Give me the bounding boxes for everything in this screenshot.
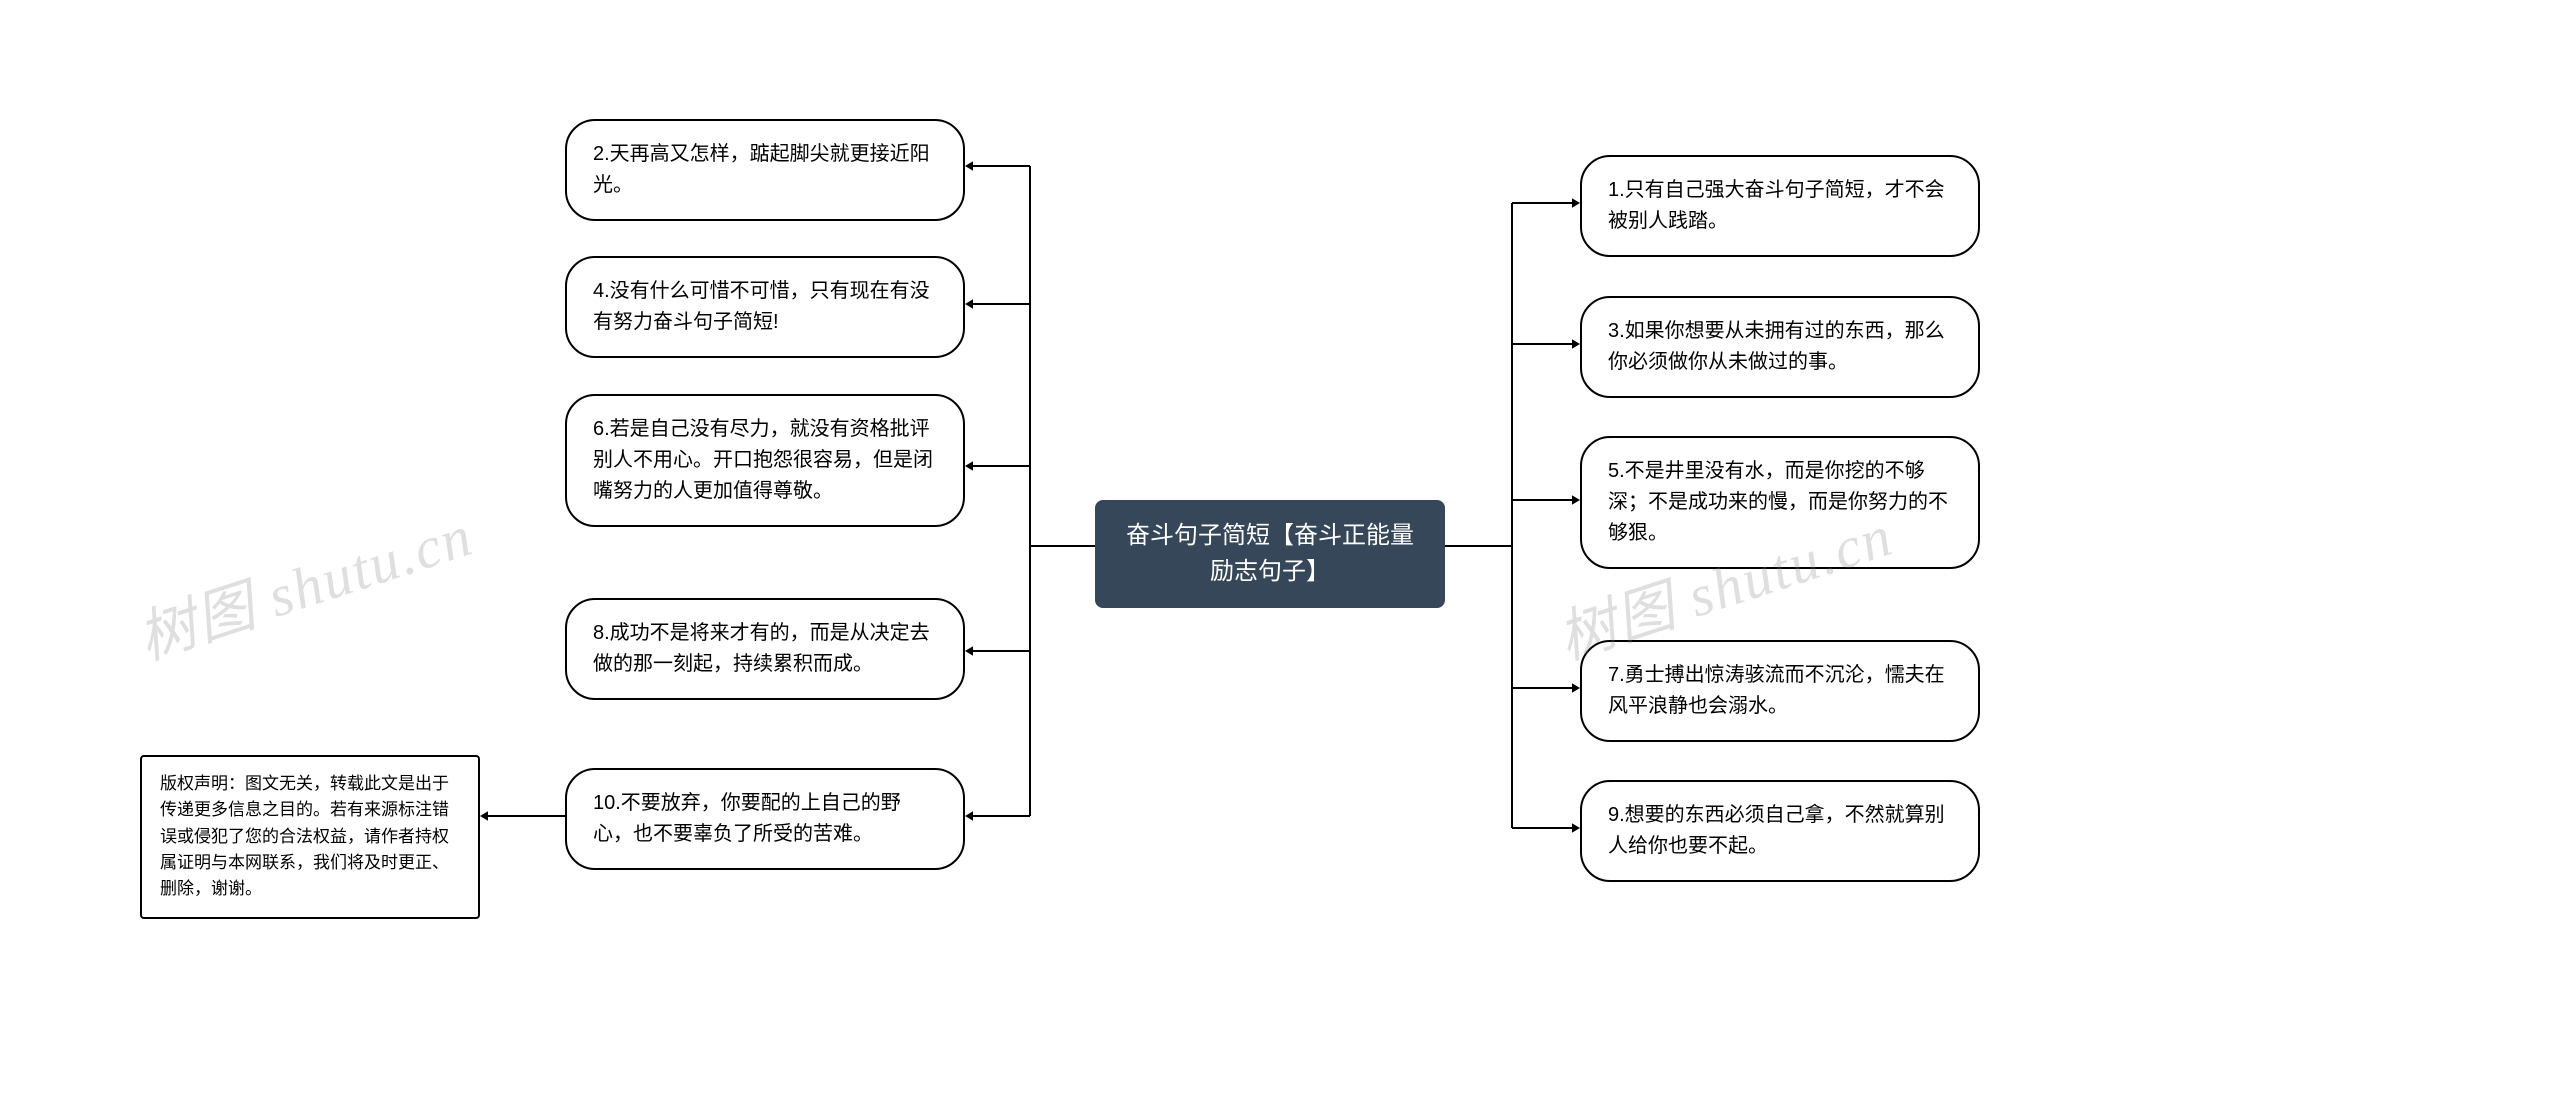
left-node-0: 2.天再高又怎样，踮起脚尖就更接近阳光。 xyxy=(565,119,965,221)
right-node-text-4: 9.想要的东西必须自己拿，不然就算别人给你也要不起。 xyxy=(1608,804,1945,857)
center-text: 奋斗句子简短【奋斗正能量励志句子】 xyxy=(1126,522,1414,585)
right-node-text-2: 5.不是井里没有水，而是你挖的不够深；不是成功来的慢，而是你努力的不够狠。 xyxy=(1608,460,1948,544)
left-node-4: 10.不要放弃，你要配的上自己的野心，也不要辜负了所受的苦难。 xyxy=(565,768,965,870)
right-node-1: 3.如果你想要从未拥有过的东西，那么你必须做你从未做过的事。 xyxy=(1580,296,1980,398)
copyright-leaf: 版权声明：图文无关，转载此文是出于传递更多信息之目的。若有来源标注错误或侵犯了您… xyxy=(140,755,480,919)
left-node-text-4: 10.不要放弃，你要配的上自己的野心，也不要辜负了所受的苦难。 xyxy=(593,792,901,845)
right-node-0: 1.只有自己强大奋斗句子简短，才不会被别人践踏。 xyxy=(1580,155,1980,257)
right-node-text-0: 1.只有自己强大奋斗句子简短，才不会被别人践踏。 xyxy=(1608,179,1945,232)
left-node-text-3: 8.成功不是将来才有的，而是从决定去做的那一刻起，持续累积而成。 xyxy=(593,622,930,675)
center-node: 奋斗句子简短【奋斗正能量励志句子】 xyxy=(1095,500,1445,608)
right-node-3: 7.勇士搏出惊涛骇流而不沉沦，懦夫在风平浪静也会溺水。 xyxy=(1580,640,1980,742)
right-node-text-1: 3.如果你想要从未拥有过的东西，那么你必须做你从未做过的事。 xyxy=(1608,320,1945,373)
left-node-text-0: 2.天再高又怎样，踮起脚尖就更接近阳光。 xyxy=(593,143,930,196)
copyright-text: 版权声明：图文无关，转载此文是出于传递更多信息之目的。若有来源标注错误或侵犯了您… xyxy=(160,774,449,898)
left-node-3: 8.成功不是将来才有的，而是从决定去做的那一刻起，持续累积而成。 xyxy=(565,598,965,700)
right-node-2: 5.不是井里没有水，而是你挖的不够深；不是成功来的慢，而是你努力的不够狠。 xyxy=(1580,436,1980,569)
left-node-1: 4.没有什么可惜不可惜，只有现在有没有努力奋斗句子简短! xyxy=(565,256,965,358)
right-node-4: 9.想要的东西必须自己拿，不然就算别人给你也要不起。 xyxy=(1580,780,1980,882)
watermark-0: 树图 shutu.cn xyxy=(126,488,482,675)
left-node-2: 6.若是自己没有尽力，就没有资格批评别人不用心。开口抱怨很容易，但是闭嘴努力的人… xyxy=(565,394,965,527)
left-node-text-2: 6.若是自己没有尽力，就没有资格批评别人不用心。开口抱怨很容易，但是闭嘴努力的人… xyxy=(593,418,933,502)
right-node-text-3: 7.勇士搏出惊涛骇流而不沉沦，懦夫在风平浪静也会溺水。 xyxy=(1608,664,1945,717)
left-node-text-1: 4.没有什么可惜不可惜，只有现在有没有努力奋斗句子简短! xyxy=(593,280,930,333)
